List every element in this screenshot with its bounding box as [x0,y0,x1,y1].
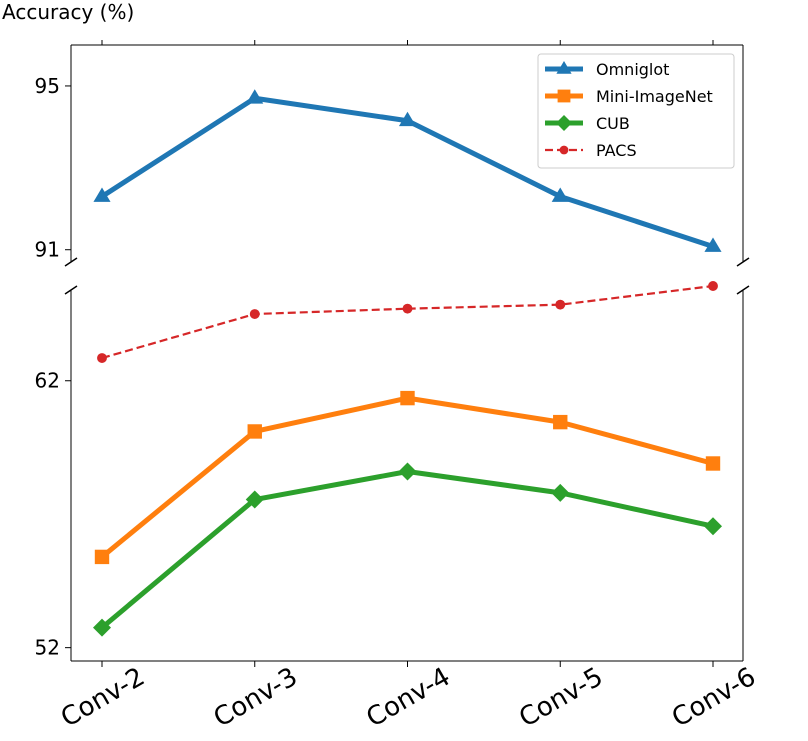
mini-imagenet-point [247,424,262,439]
mini-imagenet-point [705,456,721,471]
pacs-point [555,299,566,310]
y-tick-label: 62 [35,369,60,393]
x-tick-label: Conv-2 [56,662,150,734]
mini-imagenet-point [400,390,415,406]
pacs-point [708,281,718,291]
series-omniglot [93,89,722,252]
legend-label: Omniglot [596,60,669,79]
axis-break-marks [64,257,750,295]
legend-item-mini-imagenet: Mini-ImageNet [545,87,713,106]
pacs-point [402,303,413,314]
mini-imagenet-point [553,414,568,430]
y-tick-label: 52 [35,636,60,660]
legend-marker [559,145,569,155]
series-mini-imagenet [94,390,721,565]
cub-point [551,483,570,502]
omniglot-point [551,187,569,202]
legend: Omniglot Mini-ImageNet CUB PACS [537,53,735,169]
legend-label: PACS [596,141,637,160]
legend-box [537,53,735,169]
legend-marker [557,89,571,103]
x-tick-label: Conv-6 [667,662,761,734]
legend-marker [556,115,572,131]
legend-item-omniglot: Omniglot [545,60,669,79]
series-layer [93,89,722,637]
pacs-point [97,353,107,364]
legend-label: CUB [596,114,630,133]
cub-line [100,468,714,630]
legend-item-pacs: PACS [545,141,637,160]
cub-point [93,618,111,637]
cub-point [704,517,722,536]
cub-point [245,490,264,509]
omniglot-point [93,187,111,202]
y-tick-label: 95 [35,74,60,98]
omniglot-point [704,237,722,252]
series-cub [93,462,722,637]
y-axis-title: Accuracy (%) [2,0,134,24]
cub-point [398,462,417,481]
legend-item-cub: CUB [545,114,630,133]
legend-label: Mini-ImageNet [596,87,713,106]
omniglot-point [246,89,264,104]
series-pacs [97,281,718,364]
pacs-line [101,284,714,360]
x-tick-label: Conv-3 [209,662,303,734]
omniglot-point [398,111,417,127]
x-tick-label: Conv-5 [514,662,608,734]
x-tick-label: Conv-4 [362,662,456,734]
legend-marker [556,61,572,74]
mini-imagenet-point [94,549,110,565]
y-tick-label: 91 [35,238,60,262]
pacs-point [249,309,260,319]
